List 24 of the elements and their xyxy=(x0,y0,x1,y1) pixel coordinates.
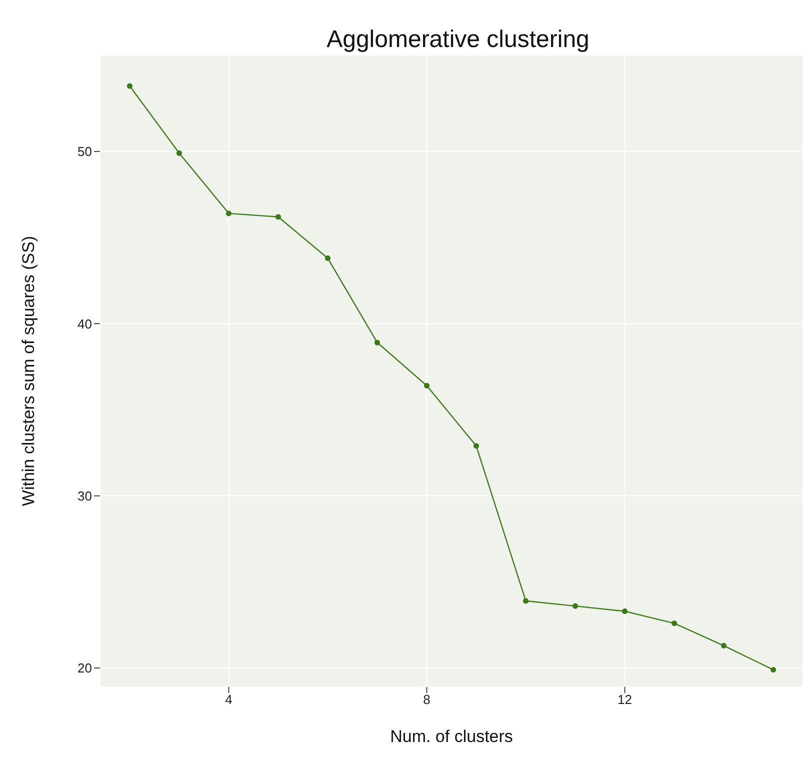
x-axis-title: Num. of clusters xyxy=(390,727,513,746)
y-tick-label: 40 xyxy=(78,316,92,332)
point xyxy=(176,150,182,156)
point xyxy=(671,620,678,626)
point xyxy=(770,666,776,673)
point xyxy=(424,382,430,388)
chart-title: Agglomerative clustering xyxy=(326,26,590,54)
y-tick-label: 30 xyxy=(78,488,92,504)
point xyxy=(275,214,282,220)
point xyxy=(572,603,578,609)
y-tick-label: 50 xyxy=(78,144,92,160)
point xyxy=(126,83,133,89)
point xyxy=(226,210,232,216)
y-tick-label: 20 xyxy=(78,660,92,676)
y-axis-title: Within clusters sum of squares (SS) xyxy=(19,236,38,506)
x-tick-label: 8 xyxy=(423,692,430,708)
point xyxy=(374,340,380,346)
point xyxy=(622,608,628,614)
point xyxy=(324,255,331,262)
point xyxy=(473,443,480,449)
point xyxy=(522,598,529,604)
x-tick-label: 12 xyxy=(618,692,632,708)
point xyxy=(720,642,727,648)
x-tick-label: 4 xyxy=(225,692,232,708)
